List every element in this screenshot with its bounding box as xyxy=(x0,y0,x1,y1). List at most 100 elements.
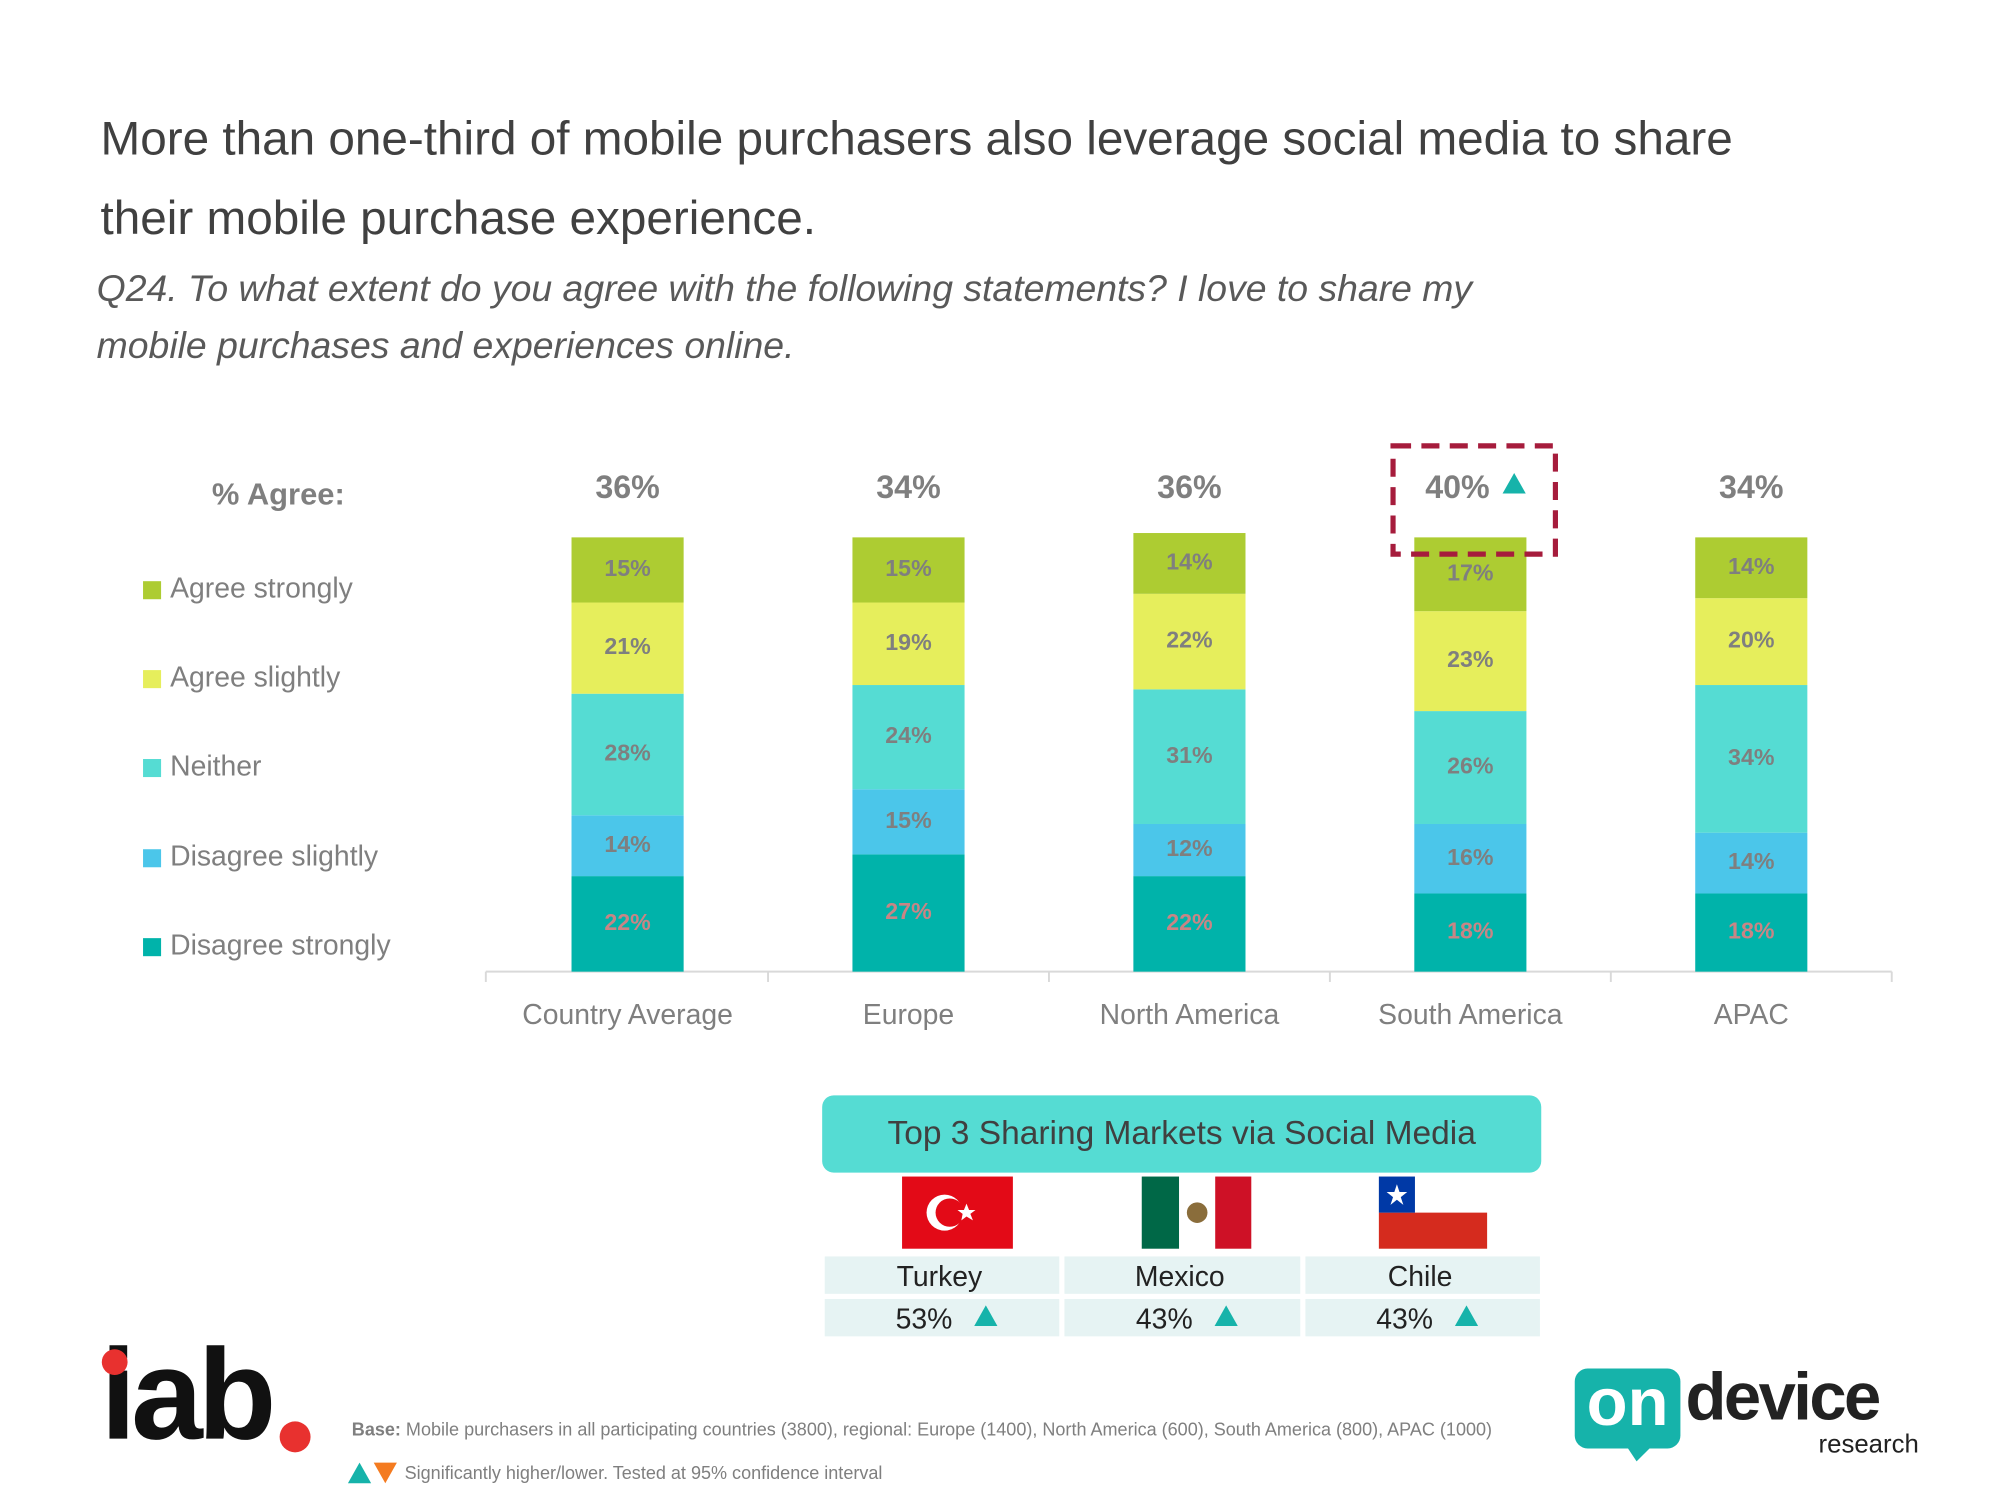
subtitle-line2: mobile purchases and experiences online. xyxy=(97,324,795,366)
bar-segment xyxy=(852,789,965,855)
significance-up xyxy=(1454,1305,1479,1327)
market-cell xyxy=(824,1298,1060,1337)
research-logo: research xyxy=(1819,1431,1919,1459)
bar-segment xyxy=(1133,689,1246,824)
legend-label: Disagree slightly xyxy=(170,841,379,873)
legend-label: Neither xyxy=(170,751,261,783)
down-icon xyxy=(373,1462,397,1484)
x-tick-label: South America xyxy=(1378,999,1563,1031)
flag-chile xyxy=(1378,1176,1488,1249)
data-label: 27% xyxy=(885,898,931,924)
base-desc: Mobile purchasers in all participating c… xyxy=(406,1419,1492,1439)
data-label: 34% xyxy=(1728,744,1774,770)
significance-up xyxy=(1502,472,1526,494)
x-tick-label: Country Average xyxy=(522,999,733,1031)
title-line2: their mobile purchase experience. xyxy=(101,192,816,245)
market-name: Chile xyxy=(1388,1261,1453,1293)
data-label: 23% xyxy=(1447,646,1493,672)
up-icon xyxy=(347,1462,372,1484)
bar-segment xyxy=(571,876,684,972)
bar-segment xyxy=(1133,876,1246,972)
market-value: 53% xyxy=(896,1303,953,1335)
data-label: 24% xyxy=(885,722,931,748)
base-label: Base: xyxy=(352,1419,401,1439)
legend-swatch xyxy=(143,759,162,778)
agree-total: 40% xyxy=(1425,469,1489,505)
market-cell xyxy=(1305,1256,1540,1294)
base-text: Base: Mobile purchasers in all participa… xyxy=(352,1419,1492,1439)
bar-segment xyxy=(1695,537,1808,599)
flag-turkey xyxy=(902,1176,1013,1249)
significance-up xyxy=(974,1305,998,1327)
bar-segment xyxy=(571,602,684,694)
market-value: 43% xyxy=(1136,1303,1193,1335)
on-logo-tail xyxy=(1626,1445,1653,1462)
bar-segment xyxy=(1133,823,1246,877)
market-cell xyxy=(1064,1256,1301,1294)
legend-label: Agree strongly xyxy=(170,573,354,605)
iab-dot xyxy=(279,1421,311,1453)
data-label: 15% xyxy=(885,555,931,581)
data-label: 14% xyxy=(604,831,650,857)
market-cell xyxy=(1064,1298,1301,1337)
data-label: 21% xyxy=(604,633,650,659)
bar-segment xyxy=(852,602,965,686)
data-label: 14% xyxy=(1166,549,1212,575)
title-line1: More than one-third of mobile purchasers… xyxy=(101,112,1733,165)
bar-segment xyxy=(1695,685,1808,833)
bar-segment xyxy=(571,537,684,603)
iab-logo: iab xyxy=(101,1323,272,1467)
agree-total: 36% xyxy=(1157,469,1221,505)
bar-segment xyxy=(1414,611,1527,712)
subtitle-line1: Q24. To what extent do you agree with th… xyxy=(97,267,1475,309)
market-cell xyxy=(824,1256,1060,1294)
data-label: 20% xyxy=(1728,627,1774,653)
highlight-box xyxy=(1390,443,1558,557)
market-value: 43% xyxy=(1376,1303,1433,1335)
x-tick-label: North America xyxy=(1100,999,1280,1031)
bar-segment xyxy=(1133,533,1246,594)
data-label: 18% xyxy=(1447,918,1493,944)
market-cell xyxy=(1305,1298,1540,1337)
significance-up xyxy=(1214,1305,1238,1327)
flag-mexico xyxy=(1141,1176,1252,1249)
bar-segment xyxy=(1695,832,1808,894)
data-label: 17% xyxy=(1447,559,1493,585)
on-logo-box xyxy=(1574,1368,1681,1449)
bar-segment xyxy=(852,854,965,972)
data-label: 19% xyxy=(885,629,931,655)
data-label: 15% xyxy=(885,807,931,833)
markets-header xyxy=(822,1095,1542,1173)
agree-label: % Agree: xyxy=(212,476,345,511)
x-tick-label: Europe xyxy=(863,999,954,1031)
iab-dot xyxy=(101,1349,128,1375)
data-label: 22% xyxy=(604,909,650,935)
data-label: 12% xyxy=(1166,835,1212,861)
data-label: 31% xyxy=(1166,742,1212,768)
x-tick-label: APAC xyxy=(1714,999,1789,1031)
legend-label: Disagree strongly xyxy=(170,930,391,962)
data-label: 15% xyxy=(604,555,650,581)
bar-segment xyxy=(571,693,684,816)
note: Significantly higher/lower. Tested at 95… xyxy=(405,1463,883,1483)
on-logo: on xyxy=(1587,1365,1669,1440)
legend-swatch xyxy=(143,938,162,957)
agree-total: 36% xyxy=(595,469,659,505)
data-label: 28% xyxy=(604,740,650,766)
bar-segment xyxy=(852,537,965,603)
markets-title: Top 3 Sharing Markets via Social Media xyxy=(887,1115,1476,1152)
bar-segment xyxy=(1414,537,1527,612)
market-name: Turkey xyxy=(897,1261,983,1293)
bar-segment xyxy=(852,685,965,790)
data-label: 22% xyxy=(1166,909,1212,935)
legend-swatch xyxy=(143,670,162,689)
data-label: 26% xyxy=(1447,753,1493,779)
data-label: 22% xyxy=(1166,627,1212,653)
data-label: 18% xyxy=(1728,918,1774,944)
legend-swatch xyxy=(143,581,162,600)
market-name: Mexico xyxy=(1135,1261,1225,1293)
bar-segment xyxy=(1133,593,1246,690)
data-label: 14% xyxy=(1728,553,1774,579)
data-label: 16% xyxy=(1447,844,1493,870)
